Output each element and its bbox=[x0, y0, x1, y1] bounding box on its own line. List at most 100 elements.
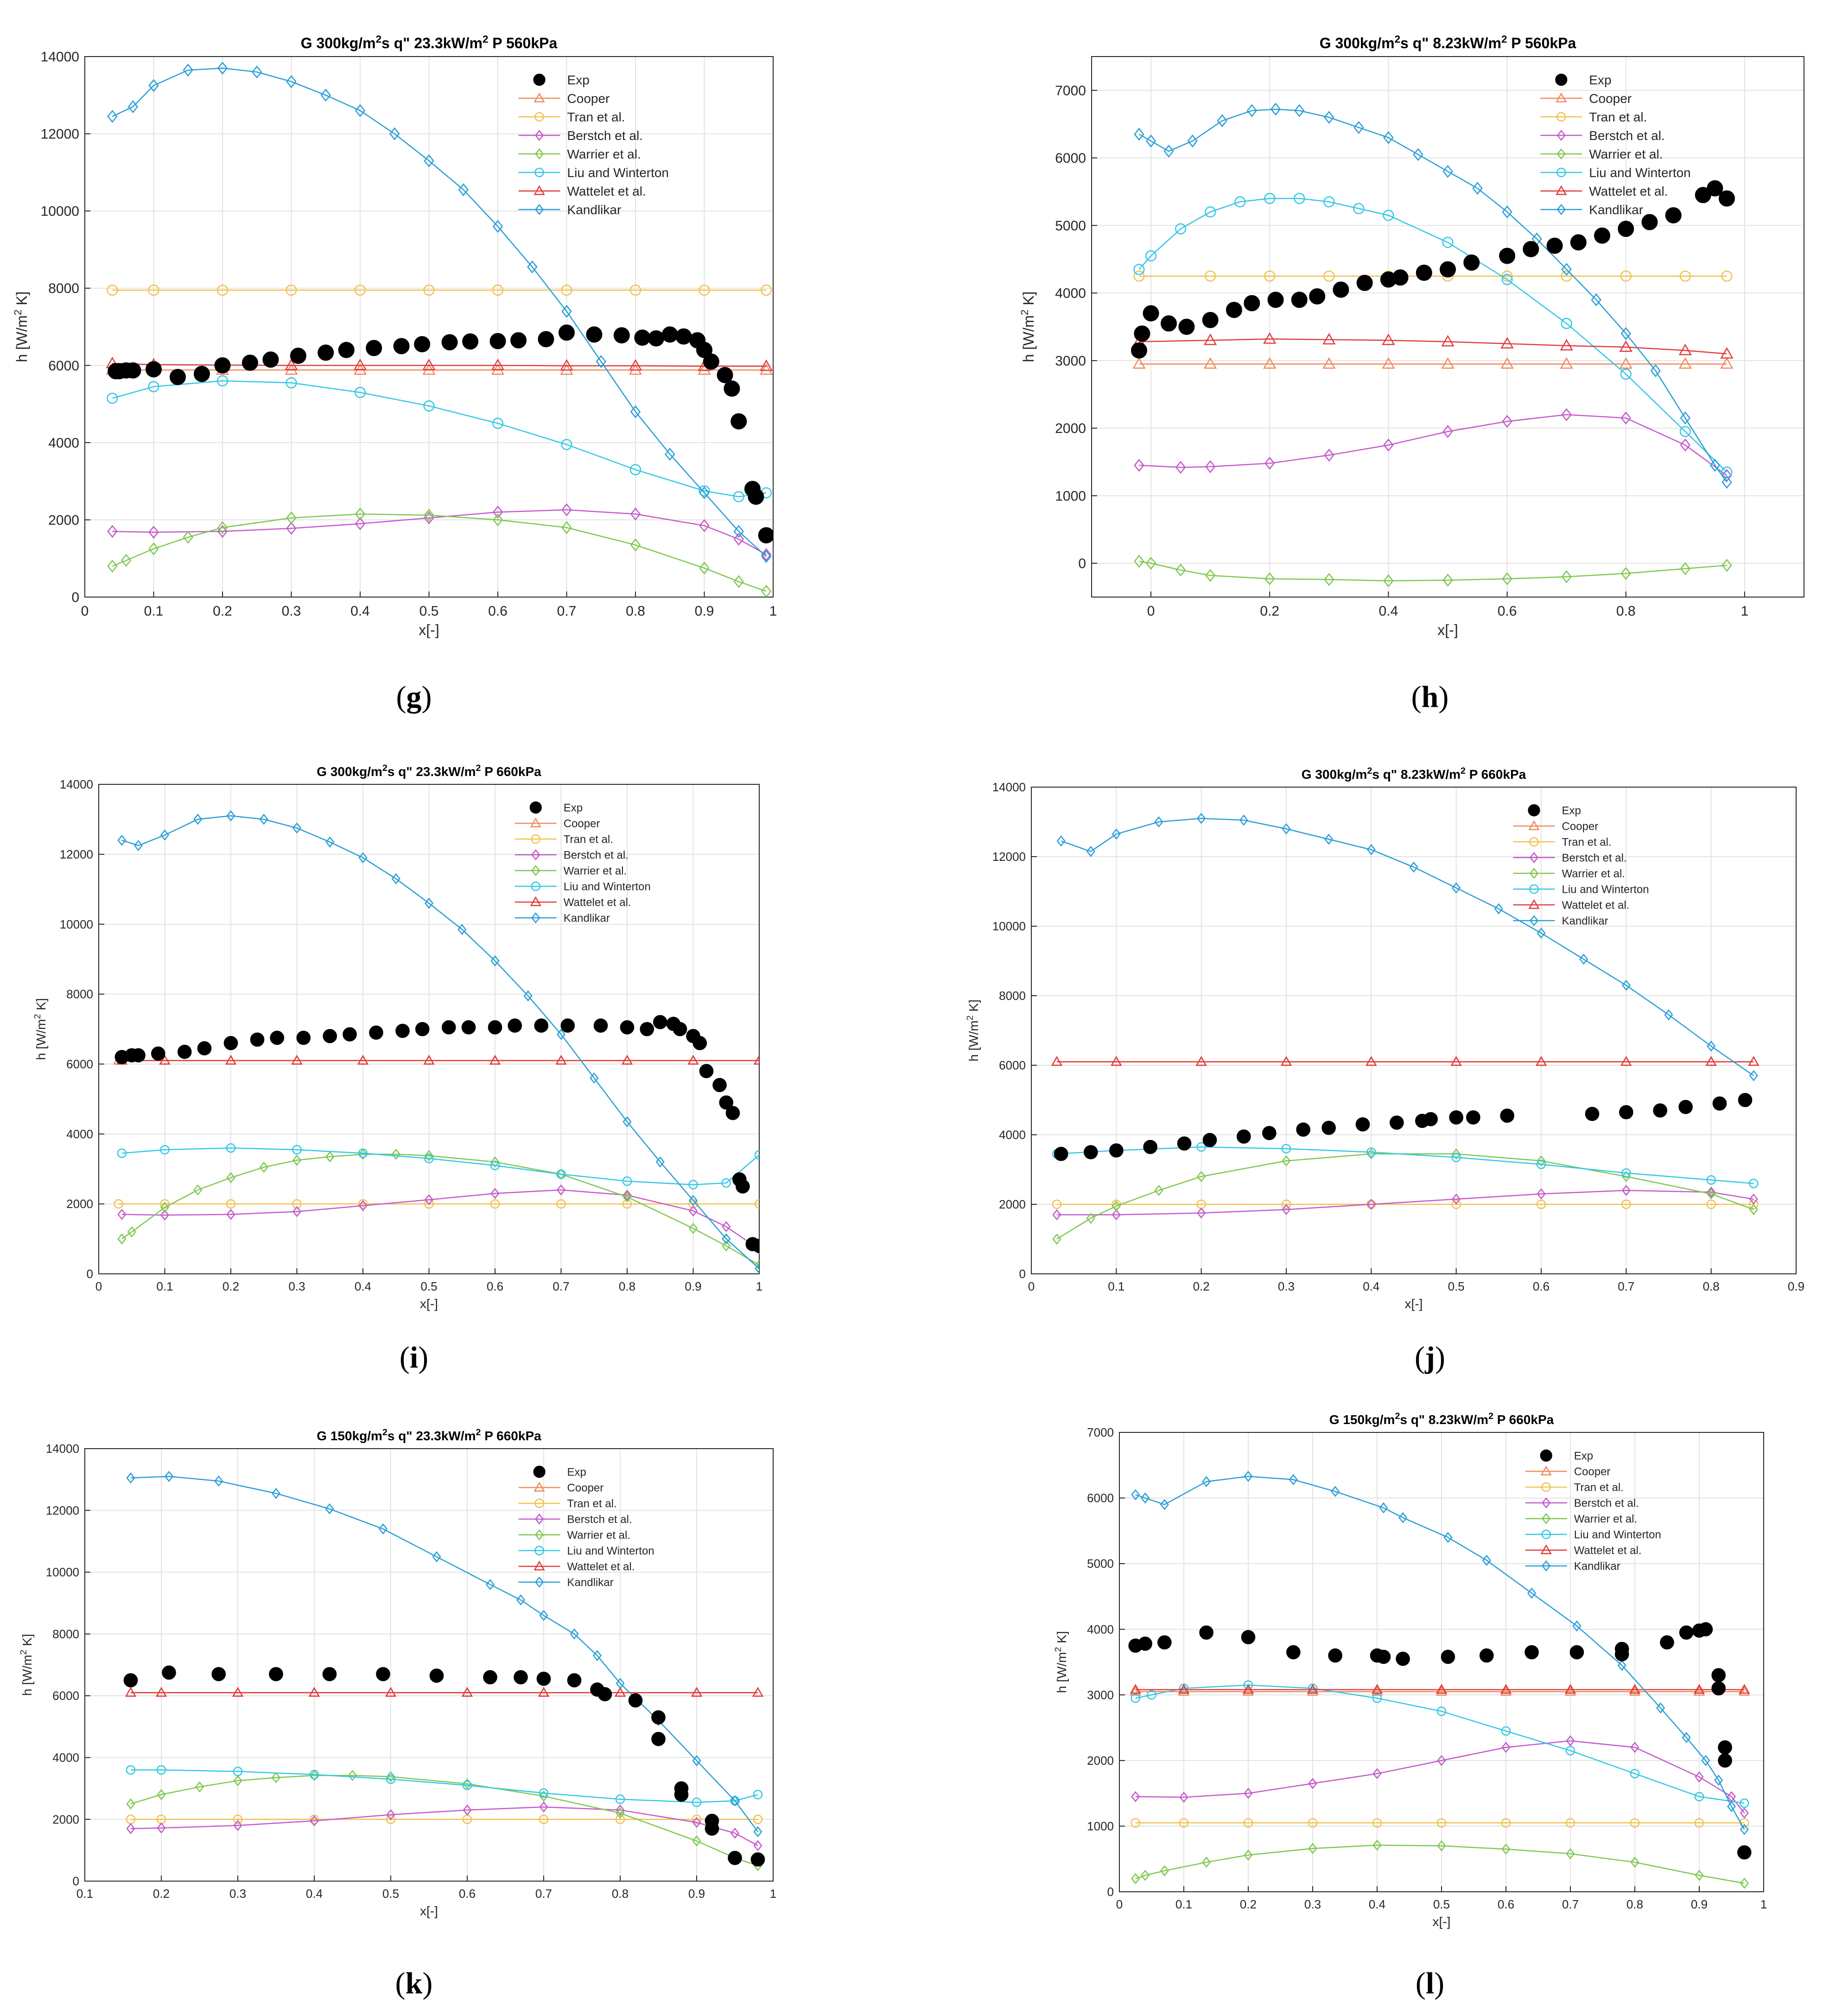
legend-label: Liu and Winterton bbox=[1562, 883, 1649, 896]
legend-marker bbox=[531, 881, 540, 891]
data-point-exp bbox=[1157, 1635, 1172, 1650]
data-point-berstch-et-al bbox=[556, 1184, 566, 1196]
data-point-exp bbox=[692, 1036, 707, 1050]
data-point-wattelet-et-al bbox=[1739, 1684, 1750, 1694]
data-point-liu-and-winterton bbox=[1294, 193, 1305, 204]
x-tick-label: 0.5 bbox=[419, 604, 439, 619]
data-point-exp bbox=[538, 331, 554, 348]
data-point-exp bbox=[510, 332, 527, 349]
legend-marker bbox=[534, 1498, 544, 1508]
series-kandlikar bbox=[1056, 813, 1758, 1081]
legend-item-warrier-et-al: Warrier et al. bbox=[518, 147, 641, 161]
data-point-warrier-et-al bbox=[217, 521, 228, 534]
data-point-berstch-et-al bbox=[1244, 1787, 1253, 1799]
data-point-kandlikar bbox=[1140, 1492, 1150, 1504]
data-point-exp bbox=[1309, 288, 1326, 305]
legend-marker bbox=[1528, 820, 1540, 830]
legend-item-liu-and-winterton: Liu and Winterton bbox=[1525, 1528, 1661, 1541]
series-line-warrier-et-al bbox=[1139, 560, 1727, 582]
data-point-exp bbox=[123, 1673, 138, 1688]
data-point-berstch-et-al bbox=[1197, 1207, 1206, 1219]
data-point-berstch-et-al bbox=[117, 1208, 127, 1220]
data-point-berstch-et-al bbox=[630, 507, 641, 521]
legend-marker bbox=[534, 1529, 544, 1541]
data-point-berstch-et-al bbox=[1134, 458, 1144, 472]
data-point-wattelet-et-al bbox=[1629, 1684, 1641, 1694]
series-liu-and-winterton bbox=[1133, 193, 1733, 478]
x-tick-label: 0 bbox=[1116, 1897, 1123, 1911]
data-point-wattelet-et-al bbox=[1535, 1056, 1547, 1066]
data-point-berstch-et-al bbox=[310, 1815, 319, 1827]
legend-item-tran-et-al: Tran et al. bbox=[515, 833, 613, 846]
data-point-exp bbox=[1138, 1636, 1152, 1651]
legend-label: Tran et al. bbox=[1562, 836, 1612, 848]
data-point-warrier-et-al bbox=[755, 1259, 759, 1271]
data-point-exp bbox=[1241, 1630, 1256, 1645]
data-point-tran-et-al bbox=[286, 284, 297, 296]
data-point-kandlikar bbox=[1379, 1502, 1388, 1514]
data-point-wattelet-et-al bbox=[1619, 340, 1632, 352]
legend-marker bbox=[1529, 852, 1539, 864]
data-point-exp bbox=[674, 1787, 689, 1802]
x-tick-label: 0 bbox=[1147, 604, 1155, 619]
data-point-kandlikar bbox=[1145, 134, 1156, 148]
data-point-exp bbox=[296, 1030, 311, 1045]
data-point-kandlikar bbox=[320, 89, 331, 102]
series-warrier-et-al bbox=[117, 1149, 759, 1271]
legend-item-wattelet-et-al: Wattelet et al. bbox=[1525, 1544, 1642, 1557]
data-point-exp bbox=[1054, 1146, 1068, 1161]
data-point-cooper bbox=[1178, 1685, 1190, 1696]
legend-label: Berstch et al. bbox=[1574, 1497, 1639, 1509]
data-point-exp bbox=[560, 1018, 575, 1033]
data-point-kandlikar bbox=[325, 1503, 334, 1514]
data-point-exp bbox=[651, 1710, 666, 1725]
series-line-warrier-et-al bbox=[1135, 1844, 1745, 1884]
data-point-kandlikar bbox=[1112, 828, 1121, 840]
data-point-warrier-et-al bbox=[699, 561, 710, 575]
data-point-liu-and-winterton bbox=[1205, 206, 1216, 218]
data-point-kandlikar bbox=[730, 1795, 740, 1806]
data-point-warrier-et-al bbox=[195, 1781, 204, 1793]
data-point-exp bbox=[1356, 274, 1373, 291]
data-point-exp bbox=[1262, 1126, 1277, 1140]
data-point-warrier-et-al bbox=[1707, 1188, 1716, 1200]
legend-marker bbox=[1556, 129, 1566, 141]
data-point-exp bbox=[429, 1668, 444, 1683]
data-point-exp bbox=[1143, 305, 1159, 322]
data-point-kandlikar bbox=[271, 1488, 281, 1499]
data-point-exp bbox=[1321, 1120, 1336, 1135]
y-tick-label: 12000 bbox=[46, 1503, 79, 1517]
data-point-warrier-et-al bbox=[348, 1770, 357, 1781]
data-point-exp bbox=[1237, 1129, 1251, 1144]
data-point-exp bbox=[223, 1036, 238, 1050]
data-point-exp bbox=[613, 327, 630, 343]
data-point-cooper bbox=[1322, 357, 1336, 369]
data-point-tran-et-al bbox=[358, 1199, 368, 1209]
data-point-exp bbox=[1177, 1136, 1192, 1151]
data-point-exp bbox=[593, 1018, 608, 1033]
data-point-berstch-et-al bbox=[492, 505, 503, 519]
data-point-exp bbox=[597, 1687, 612, 1702]
data-point-warrier-et-al bbox=[1134, 554, 1144, 568]
y-tick-label: 6000 bbox=[48, 358, 79, 374]
data-point-kandlikar bbox=[1366, 844, 1376, 856]
data-point-wattelet-et-al bbox=[1195, 1056, 1207, 1066]
y-tick-label: 0 bbox=[87, 1267, 93, 1281]
data-point-kandlikar bbox=[1244, 1470, 1253, 1482]
x-tick-label: 0.7 bbox=[1618, 1279, 1634, 1293]
series-tran-et-al bbox=[107, 284, 772, 296]
data-point-exp bbox=[673, 1022, 687, 1037]
y-tick-label: 6000 bbox=[66, 1057, 93, 1071]
data-point-liu-and-winterton bbox=[354, 387, 366, 398]
data-point-wattelet-et-al bbox=[1500, 337, 1514, 349]
x-tick-label: 0 bbox=[95, 1279, 102, 1293]
legend-item-exp: Exp bbox=[533, 1465, 586, 1478]
data-point-wattelet-et-al bbox=[555, 1055, 567, 1065]
y-tick-label: 12000 bbox=[60, 847, 93, 861]
data-point-kandlikar bbox=[1617, 1660, 1626, 1671]
x-tick-label: 0.2 bbox=[222, 1279, 239, 1293]
data-point-liu-and-winterton bbox=[1372, 1693, 1382, 1703]
data-point-wattelet-et-al bbox=[155, 1686, 167, 1697]
panel-label: (h) bbox=[1411, 680, 1449, 714]
data-point-exp bbox=[750, 1852, 765, 1867]
